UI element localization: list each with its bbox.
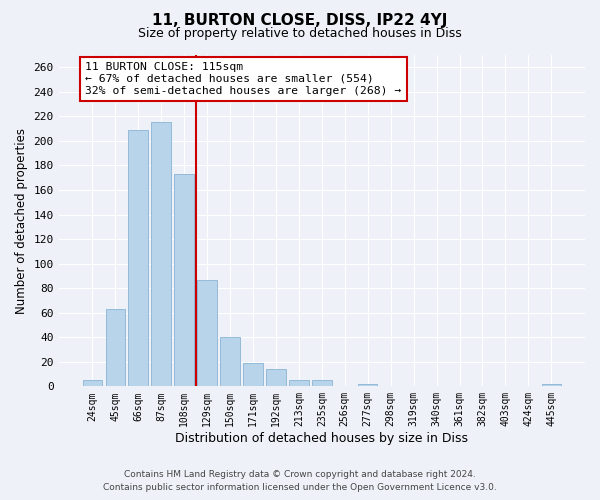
Bar: [542, 384, 561, 386]
Bar: [83, 380, 102, 386]
X-axis label: Distribution of detached houses by size in Diss: Distribution of detached houses by size …: [175, 432, 469, 445]
Text: Contains HM Land Registry data © Crown copyright and database right 2024.
Contai: Contains HM Land Registry data © Crown c…: [103, 470, 497, 492]
Bar: [358, 384, 377, 386]
Bar: [128, 130, 148, 386]
Bar: [312, 380, 332, 386]
Bar: [151, 122, 171, 386]
Y-axis label: Number of detached properties: Number of detached properties: [15, 128, 28, 314]
Bar: [266, 369, 286, 386]
Bar: [106, 309, 125, 386]
Bar: [220, 337, 240, 386]
Bar: [289, 380, 308, 386]
Text: 11, BURTON CLOSE, DISS, IP22 4YJ: 11, BURTON CLOSE, DISS, IP22 4YJ: [152, 12, 448, 28]
Text: Size of property relative to detached houses in Diss: Size of property relative to detached ho…: [138, 28, 462, 40]
Bar: [243, 363, 263, 386]
Bar: [197, 280, 217, 386]
Bar: [175, 174, 194, 386]
Text: 11 BURTON CLOSE: 115sqm
← 67% of detached houses are smaller (554)
32% of semi-d: 11 BURTON CLOSE: 115sqm ← 67% of detache…: [85, 62, 402, 96]
